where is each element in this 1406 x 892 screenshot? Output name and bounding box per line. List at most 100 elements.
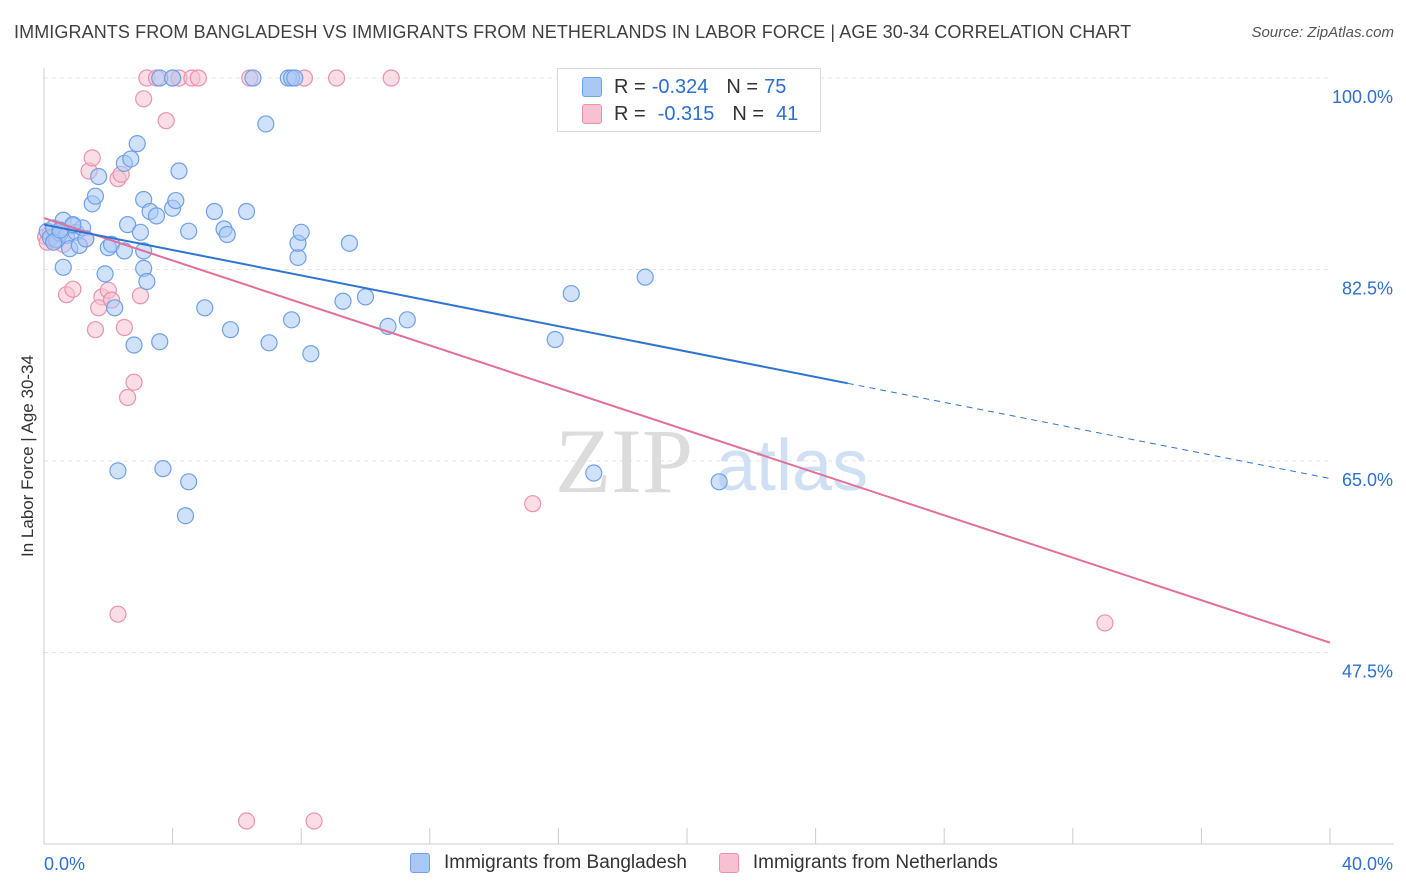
legend-r-label: R = — [614, 102, 646, 125]
bangladesh-point — [221, 321, 240, 339]
bangladesh-point — [147, 207, 166, 225]
y-tick-labels: 47.5% 65.0% 82.5% 100.0% — [1332, 87, 1393, 682]
netherlands-point — [118, 388, 137, 407]
bangladesh-point — [138, 272, 156, 291]
bangladesh-point — [167, 191, 185, 210]
netherlands-point — [125, 373, 143, 391]
x-tick-label: 0.0% — [44, 854, 85, 874]
grid-lines — [44, 77, 1330, 653]
bangladesh-point — [334, 292, 352, 310]
bangladesh-point — [282, 311, 301, 329]
netherlands-point — [327, 69, 346, 87]
bangladesh-point — [118, 216, 137, 234]
bangladesh-point — [164, 69, 182, 87]
y-tick-label: 65.0% — [1342, 470, 1393, 490]
netherlands-point — [189, 69, 207, 87]
legend-swatch-blue — [410, 853, 430, 873]
bangladesh-point — [710, 473, 728, 491]
legend-n-value: 41 — [776, 102, 799, 125]
netherlands-point — [524, 495, 542, 513]
bangladesh-point — [196, 299, 214, 317]
netherlands-point — [1096, 614, 1114, 632]
bangladesh-point — [286, 69, 304, 87]
netherlands-point — [135, 90, 153, 108]
netherlands-point — [305, 812, 323, 830]
bangladesh-point — [289, 248, 307, 267]
bangladesh-point — [96, 265, 114, 283]
bangladesh-point — [340, 234, 359, 252]
y-axis-label: In Labor Force | Age 30-34 — [18, 355, 37, 557]
bangladesh-point — [106, 299, 124, 317]
netherlands-point — [64, 280, 82, 298]
bangladesh-trend-line — [43, 223, 848, 385]
watermark: ZIP atlas — [555, 410, 868, 512]
bangladesh-point — [398, 311, 416, 329]
axes — [43, 68, 1394, 845]
legend-r-value: -0.324 — [651, 75, 709, 98]
bangladesh-point — [585, 464, 603, 482]
bangladesh-point — [122, 150, 140, 168]
netherlands-point — [115, 318, 133, 337]
bangladesh-trend-extension — [847, 382, 1331, 479]
bangladesh-point — [257, 115, 275, 133]
bangladesh-point — [237, 202, 256, 221]
bangladesh-point — [244, 69, 262, 87]
bangladesh-point — [180, 473, 198, 491]
legend-swatch-pink — [582, 104, 602, 124]
bangladesh-point — [302, 345, 320, 363]
bangladesh-points — [38, 69, 728, 525]
legend-item-bangladesh: Immigrants from Bangladesh — [410, 852, 687, 874]
series-legend: Immigrants from Bangladesh Immigrants fr… — [410, 852, 1030, 874]
legend-row-netherlands: R = -0.315 N = 41 — [582, 101, 798, 127]
legend-n-value: 75 — [764, 75, 787, 98]
bangladesh-point — [128, 135, 146, 153]
bangladesh-point — [292, 223, 310, 241]
x-tick-labels: 0.0% 40.0% — [44, 854, 1393, 874]
chart-title: IMMIGRANTS FROM BANGLADESH VS IMMIGRANTS… — [14, 22, 1132, 42]
netherlands-point — [86, 321, 105, 339]
bangladesh-point — [176, 507, 195, 525]
legend-r-label: R = — [614, 75, 646, 98]
legend-r-value: -0.315 — [657, 102, 715, 125]
netherlands-point — [83, 149, 101, 167]
bangladesh-point — [151, 333, 169, 351]
bangladesh-point — [170, 162, 188, 180]
netherlands-point — [109, 605, 127, 623]
bangladesh-point — [109, 462, 127, 480]
bangladesh-point — [86, 187, 105, 205]
bangladesh-point — [218, 225, 236, 244]
correlation-legend: R = -0.324 N = 75 R = -0.315 N = 41 — [557, 68, 821, 132]
bangladesh-point — [90, 167, 108, 186]
bangladesh-point — [562, 284, 580, 303]
bangladesh-point — [180, 222, 198, 240]
y-tick-label: 47.5% — [1342, 662, 1393, 682]
y-tick-label: 82.5% — [1342, 279, 1393, 299]
legend-item-netherlands: Immigrants from Netherlands — [718, 852, 998, 874]
netherlands-point — [382, 69, 400, 87]
legend-n-label: N = — [732, 102, 765, 125]
bangladesh-point — [260, 334, 278, 352]
x-tick-label: 40.0% — [1342, 854, 1393, 874]
netherlands-point — [157, 112, 175, 130]
legend-n-label: N = — [726, 75, 759, 98]
legend-row-bangladesh: R = -0.324 N = 75 — [582, 74, 786, 100]
bangladesh-point — [154, 460, 172, 478]
bangladesh-point — [131, 223, 150, 241]
legend-swatch-pink — [718, 853, 739, 873]
legend-label-bangladesh: Immigrants from Bangladesh — [444, 852, 687, 873]
bangladesh-point — [636, 268, 654, 286]
source-label: Source: ZipAtlas.com — [1251, 24, 1394, 41]
y-tick-label: 100.0% — [1332, 87, 1393, 107]
watermark-zip: ZIP — [555, 410, 693, 512]
bangladesh-point — [125, 336, 143, 354]
legend-label-netherlands: Immigrants from Netherlands — [752, 852, 998, 873]
bangladesh-point — [54, 258, 72, 276]
netherlands-trend-line — [43, 217, 1331, 644]
bangladesh-point — [356, 288, 375, 306]
trend-lines — [43, 217, 1331, 644]
bangladesh-point — [205, 202, 223, 221]
netherlands-point — [131, 287, 150, 305]
netherlands-point — [237, 812, 256, 830]
legend-swatch-blue — [582, 77, 602, 97]
